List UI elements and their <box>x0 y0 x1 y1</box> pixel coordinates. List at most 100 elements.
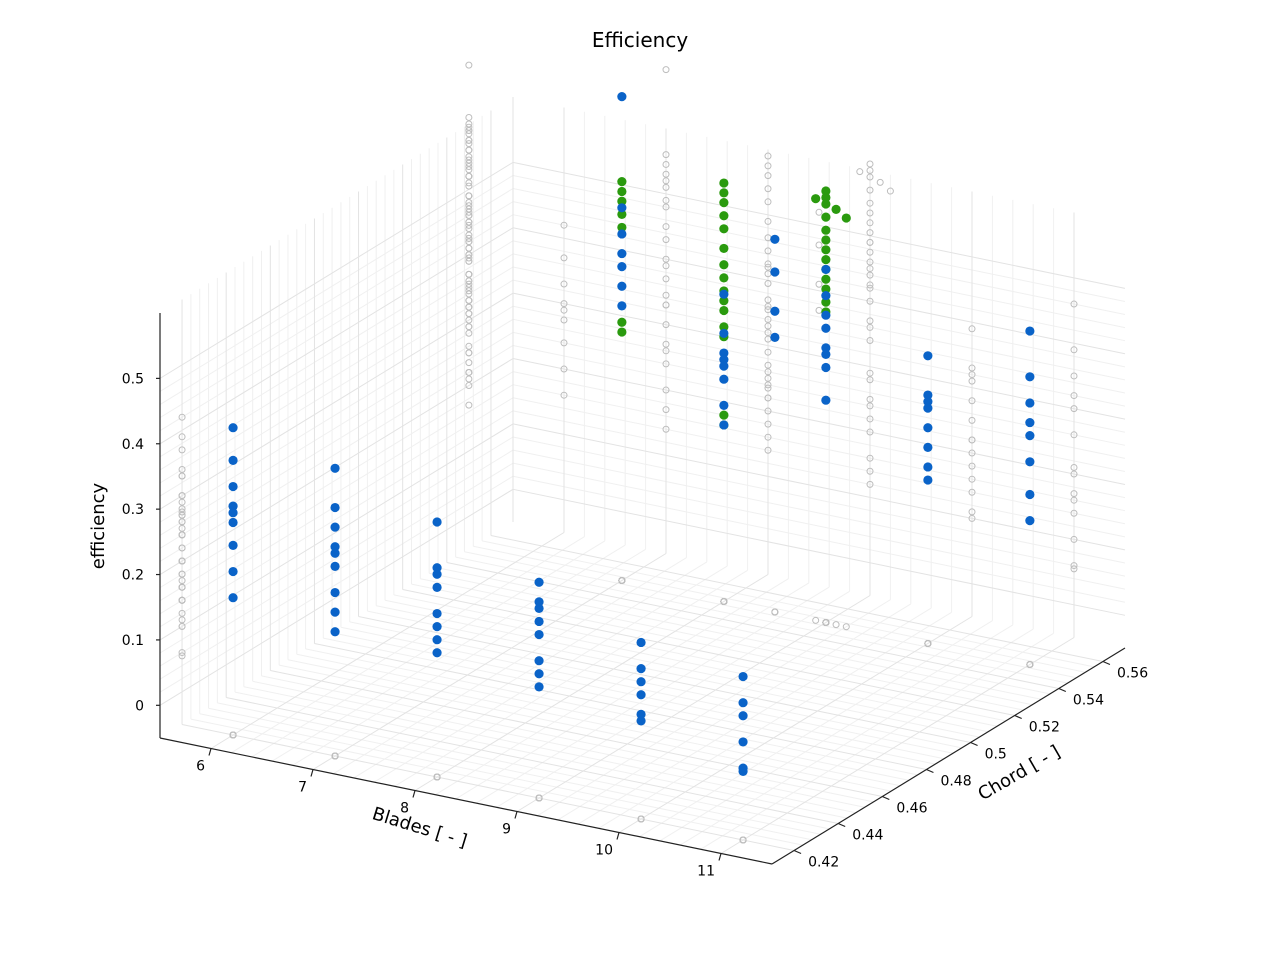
floor-gridline <box>270 670 883 797</box>
projection-marker <box>866 376 874 384</box>
back-wall-gridline <box>512 292 1126 420</box>
floor-gridline <box>226 697 839 824</box>
wall-minor-gridline <box>159 345 514 562</box>
projection-marker <box>465 212 473 220</box>
y-tick-mark <box>882 795 890 801</box>
feasible-point <box>330 548 340 558</box>
wall-minor-gridline <box>512 240 1126 368</box>
projection-marker <box>465 368 473 376</box>
projection-marker <box>968 508 976 516</box>
feasible-point <box>432 608 442 619</box>
feasible-point <box>330 463 340 473</box>
wall-minor-gridline <box>159 253 514 471</box>
wall-minor-gridline <box>159 475 514 693</box>
projection-marker <box>662 170 670 178</box>
feasible-point <box>738 711 748 721</box>
pareto-point <box>821 255 831 265</box>
z-tick-label: 0.1 <box>122 633 144 649</box>
x-tick-label: 10 <box>595 843 613 859</box>
floor-minor-gridline <box>234 691 848 819</box>
projection-marker <box>465 198 473 206</box>
projection-marker <box>1070 509 1078 517</box>
projection-marker <box>866 248 874 256</box>
projection-marker <box>662 262 670 270</box>
projection-marker <box>815 208 823 216</box>
projection-marker <box>178 466 186 473</box>
feasible-point <box>228 423 238 433</box>
feasible-point <box>228 455 238 465</box>
feasible-point <box>636 637 646 648</box>
feasible-point <box>719 400 729 410</box>
projection-marker <box>465 283 473 291</box>
side-wall-gridline <box>159 292 514 510</box>
projection-marker <box>764 407 772 415</box>
feasible-point <box>228 566 238 577</box>
feasible-point <box>534 669 544 679</box>
pareto-point <box>719 224 729 234</box>
projection-marker <box>1070 490 1078 498</box>
feasible-point <box>923 423 933 433</box>
feasible-point <box>330 607 340 617</box>
projection-marker <box>465 61 473 69</box>
floor-minor-gridline <box>435 578 789 796</box>
projection-marker <box>764 420 772 428</box>
projection-marker <box>866 229 874 237</box>
x-tick-mark <box>718 853 722 861</box>
feasible-point <box>1025 516 1035 526</box>
projection-marker <box>832 621 840 629</box>
projection-marker <box>1070 535 1078 543</box>
floor-minor-gridline <box>190 718 803 846</box>
projection-marker <box>560 280 568 288</box>
projection-marker <box>924 640 932 647</box>
floor-minor-gridline <box>252 680 865 808</box>
projection-marker <box>465 280 473 288</box>
projection-marker <box>465 208 473 216</box>
projection-marker <box>764 374 772 382</box>
pareto-point <box>811 194 821 204</box>
wall-minor-gridline <box>512 253 1126 381</box>
pareto-point <box>719 322 729 332</box>
tick-labels: 6 7 8 9 10 11 0.42 0.44 0.46 0.48 0.5 0.52 0.54 0.56 0… <box>122 371 1148 879</box>
projection-marker <box>886 187 894 195</box>
projection-marker <box>465 329 473 337</box>
projection-marker <box>662 177 670 185</box>
projection-marker <box>662 183 670 191</box>
pareto-point <box>821 192 831 203</box>
projection-marker <box>764 260 772 268</box>
feasible-point <box>1025 417 1035 428</box>
floor-minor-gridline <box>384 599 998 727</box>
projection-marker <box>866 454 874 462</box>
wall-minor-gridline <box>512 331 1126 459</box>
floor-minor-gridline <box>557 603 912 821</box>
projection-marker <box>560 339 568 347</box>
floor-minor-gridline <box>411 583 1024 711</box>
projection-marker <box>465 113 473 121</box>
y-tick-mark <box>837 822 846 828</box>
wall-minor-gridline <box>159 331 514 549</box>
pareto-point <box>719 273 729 283</box>
projection-marker <box>764 280 772 288</box>
x-tick-label: 6 <box>196 759 205 775</box>
projection-marker <box>866 402 874 410</box>
wall-minor-gridline <box>512 410 1126 538</box>
feasible-point <box>923 462 933 472</box>
wall-minor-gridline <box>159 188 514 405</box>
projection-marker <box>866 415 874 423</box>
floor-gridline <box>358 616 971 743</box>
x-tick-mark <box>412 790 416 798</box>
projection-marker <box>465 257 473 265</box>
floor-minor-gridline <box>251 540 606 758</box>
floor-minor-gridline <box>376 605 989 733</box>
projection-marker <box>178 596 186 604</box>
floor-minor-gridline <box>279 664 892 792</box>
projection-marker <box>560 221 568 229</box>
floor-gridline <box>210 532 565 749</box>
projection-marker <box>178 557 186 565</box>
projection-marker <box>1070 464 1078 471</box>
y-tick-mark <box>793 849 802 855</box>
feasible-point <box>617 262 627 272</box>
projection-marker <box>662 255 670 263</box>
projection-marker <box>866 258 874 266</box>
feasible-point <box>228 508 238 518</box>
floor-gridline <box>314 643 927 770</box>
